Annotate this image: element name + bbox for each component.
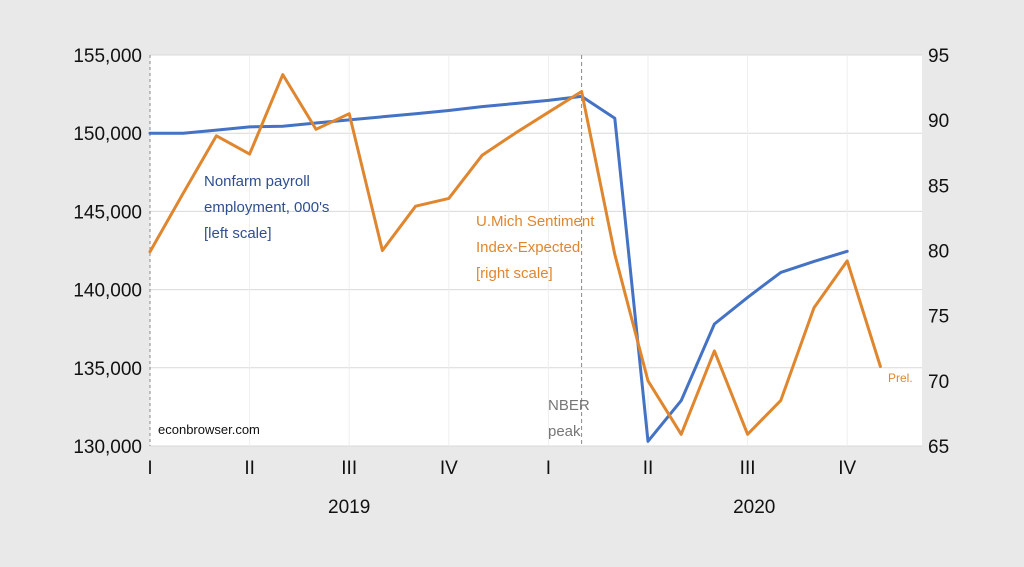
quarter-label: I [546,458,551,479]
left-axis-ticks: 130,000 135,000 140,000 145,000 150,000 155,0… [73,46,142,458]
source-label: econbrowser.com [158,422,260,437]
quarter-label: IV [838,458,856,479]
payroll-label-line2: employment, 000's [204,199,329,216]
right-tick-label: 75 [928,307,949,328]
annotations: Nonfarm payroll employment, 000's [left … [158,173,913,440]
payroll-label-line1: Nonfarm payroll [204,173,310,190]
right-axis-ticks: 65 70 75 80 85 90 95 [928,46,949,458]
left-tick-label: 140,000 [73,281,142,302]
right-tick-label: 90 [928,111,949,132]
nber-label-line1: NBER [548,397,590,414]
left-tick-label: 135,000 [73,359,142,380]
payroll-line [148,94,849,443]
left-tick-label: 150,000 [73,124,142,145]
payroll-label-line3: [left scale] [204,225,272,242]
left-tick-label: 145,000 [73,202,142,223]
series-lines [148,73,882,443]
quarter-label: III [740,458,756,479]
left-tick-label: 155,000 [73,46,142,67]
quarter-label: IV [440,458,458,479]
year-label: 2019 [328,497,370,518]
right-tick-label: 85 [928,176,949,197]
right-tick-label: 70 [928,372,949,393]
nber-label-line2: peak [548,423,581,440]
right-tick-label: 80 [928,242,949,263]
left-tick-label: 130,000 [73,437,142,458]
sentiment-line [148,73,882,436]
right-tick-label: 65 [928,437,949,458]
year-label: 2020 [733,497,775,518]
sentiment-label-line2: Index-Expected [476,239,580,256]
sentiment-label-line3: [right scale] [476,265,553,282]
quarter-label: I [147,458,152,479]
prel-label: Prel. [888,371,913,385]
quarter-label: II [643,458,654,479]
quarter-label: II [244,458,255,479]
sentiment-label-line1: U.Mich Sentiment [476,213,595,230]
right-tick-label: 95 [928,46,949,67]
quarter-label: III [341,458,357,479]
